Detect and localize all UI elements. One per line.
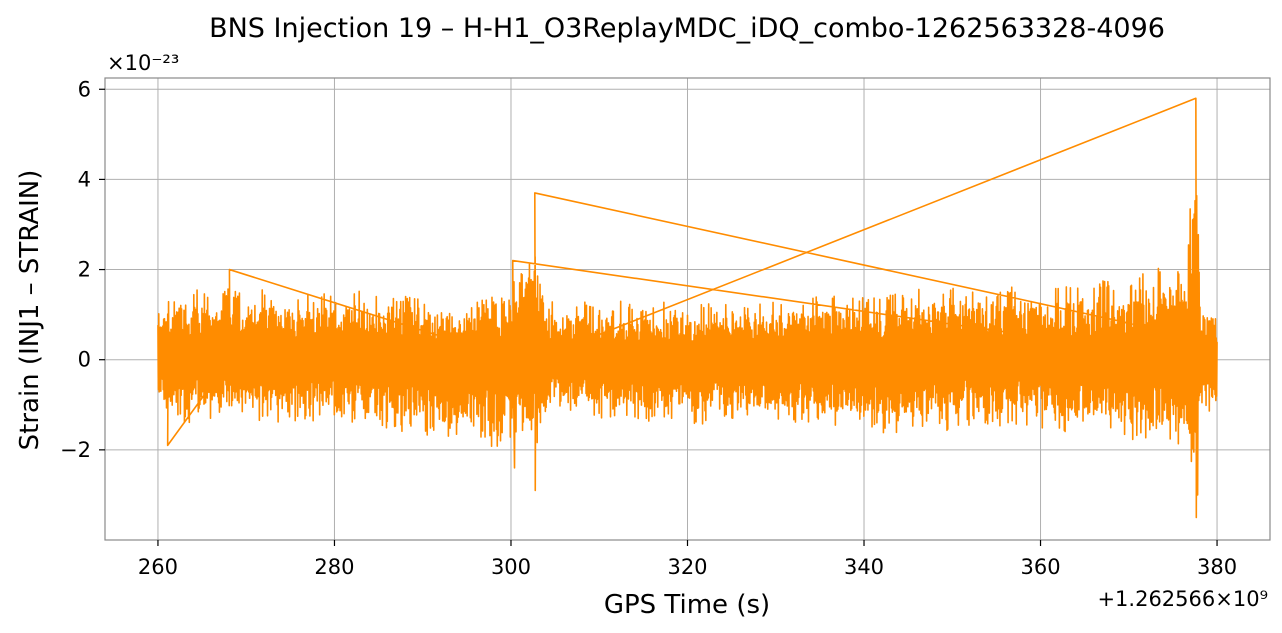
x-tick-label: 340 [844, 555, 884, 579]
y-axis-label: Strain (INJ1 – STRAIN) [15, 170, 45, 451]
y-tick-label: 2 [78, 258, 91, 282]
x-axis-offset-label: +1.262566×10⁹ [1097, 587, 1268, 611]
x-tick-label: 260 [138, 555, 178, 579]
y-axis-scale-label: ×10⁻²³ [107, 51, 179, 75]
x-tick-label: 300 [491, 555, 531, 579]
chart-title: BNS Injection 19 – H-H1_O3ReplayMDC_iDQ_… [209, 13, 1165, 44]
y-axis-ticks: −2 0 2 4 6 [60, 77, 105, 462]
x-axis-ticks: 260 280 300 320 340 360 380 [138, 540, 1237, 579]
y-tick-label: 6 [78, 77, 91, 101]
x-tick-label: 280 [314, 555, 354, 579]
x-tick-label: 320 [667, 555, 707, 579]
x-tick-label: 380 [1197, 555, 1237, 579]
series-line [157, 97, 1218, 519]
series-strain [157, 97, 1218, 519]
y-tick-label: 0 [78, 348, 91, 372]
y-tick-label: 4 [78, 167, 91, 191]
y-tick-label: −2 [60, 438, 91, 462]
x-tick-label: 360 [1020, 555, 1060, 579]
x-axis-label: GPS Time (s) [604, 590, 770, 620]
